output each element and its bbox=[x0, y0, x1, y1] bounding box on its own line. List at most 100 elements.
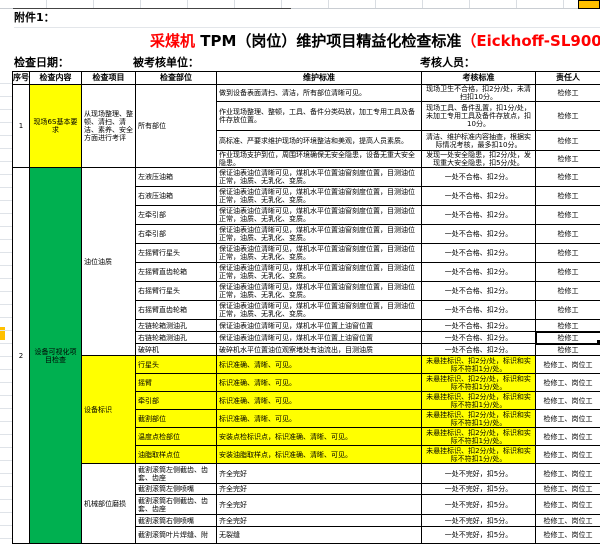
cell-responsible[interactable]: 检修工 bbox=[536, 244, 600, 263]
cell-assessment-standard[interactable]: 未悬挂标识、扣2分/处，标识和实际不符扣1分/处。 bbox=[422, 410, 536, 428]
cell-responsible[interactable]: 检修工、岗位工 bbox=[536, 495, 600, 515]
cell-responsible[interactable]: 检修工 bbox=[536, 85, 600, 102]
cell-check-part[interactable]: 右链轮箱测油孔 bbox=[136, 332, 217, 344]
cell-responsible[interactable]: 检修工 bbox=[536, 151, 600, 168]
cell-responsible[interactable]: 检修工 bbox=[536, 301, 600, 320]
cell-check-content[interactable]: 现场6S基本要求 bbox=[30, 85, 82, 168]
cell-check-part[interactable]: 所有部位 bbox=[136, 85, 217, 168]
cell-check-project[interactable]: 设备标识 bbox=[82, 356, 136, 464]
cell-responsible[interactable]: 检修工 bbox=[536, 282, 600, 301]
cell-check-part[interactable]: 右摇臂直齿轮箱 bbox=[136, 301, 217, 320]
cell-maintenance-standard[interactable]: 齐全完好 bbox=[217, 515, 422, 527]
selected-cell[interactable]: 检修工 bbox=[536, 332, 600, 344]
cell-check-part[interactable]: 牵引部 bbox=[136, 392, 217, 410]
cell-maintenance-standard[interactable]: 无裂缝 bbox=[217, 527, 422, 544]
cell-assessment-standard[interactable]: 未悬挂标识、扣2分/处，标识和实际不符扣1分/处。 bbox=[422, 392, 536, 410]
cell-assessment-standard[interactable]: 一处不合格、扣2分。 bbox=[422, 244, 536, 263]
cell-assessment-standard[interactable]: 一处不合格、扣2分。 bbox=[422, 225, 536, 244]
cell-responsible[interactable]: 检修工、岗位工 bbox=[536, 527, 600, 544]
cell-maintenance-standard[interactable]: 标识准确、清晰、可见。 bbox=[217, 356, 422, 374]
header-check-content[interactable]: 检查内容 bbox=[30, 72, 82, 85]
cell-assessment-standard[interactable]: 一处不合格、扣2分。 bbox=[422, 206, 536, 225]
cell-assessment-standard[interactable]: 一处不完好，扣5分。 bbox=[422, 515, 536, 527]
cell-responsible[interactable]: 检修工、岗位工 bbox=[536, 464, 600, 484]
cell-maintenance-standard[interactable]: 保证油表油位清晰可见，煤机水平位置油窗刻度位置，目测油位正常，油质、无乳化、变质… bbox=[217, 168, 422, 187]
cell-responsible[interactable]: 检修工 bbox=[536, 168, 600, 187]
cell-check-part[interactable]: 左牵引部 bbox=[136, 206, 217, 225]
cell-check-part[interactable]: 右液压油箱 bbox=[136, 187, 217, 206]
cell-check-part[interactable]: 行星头 bbox=[136, 356, 217, 374]
cell-assessment-standard[interactable]: 一处不完好，扣5分。 bbox=[422, 484, 536, 495]
cell-assessment-standard[interactable]: 发现一处安全隐患，扣2分/处，发现重大安全隐患，扣5分/处。 bbox=[422, 151, 536, 168]
cell-check-part[interactable]: 左液压油箱 bbox=[136, 168, 217, 187]
cell-responsible[interactable]: 检修工、岗位工 bbox=[536, 446, 600, 464]
cell-maintenance-standard[interactable]: 安装点检标识点，标识准确、清晰、可见。 bbox=[217, 428, 422, 446]
cell-maintenance-standard[interactable]: 标识准确、清晰、可见。 bbox=[217, 374, 422, 392]
cell-responsible[interactable]: 检修工、岗位工 bbox=[536, 392, 600, 410]
header-check-part[interactable]: 检查部位 bbox=[136, 72, 217, 85]
cell-responsible[interactable]: 检修工 bbox=[536, 263, 600, 282]
cell-responsible[interactable]: 检修工、岗位工 bbox=[536, 410, 600, 428]
cell-maintenance-standard[interactable]: 保证油表油位清晰可见，煤机水平位置上油窗位置 bbox=[217, 332, 422, 344]
cell-maintenance-standard[interactable]: 安装油脂取样点，标识准确、清晰、可见。 bbox=[217, 446, 422, 464]
cell-check-part[interactable]: 左链轮箱测油孔 bbox=[136, 320, 217, 332]
cell-assessment-standard[interactable]: 现场卫生不合格，扣2分/处，未清扫扣10分。 bbox=[422, 85, 536, 102]
cell-assessment-standard[interactable]: 一处不合格、扣2分。 bbox=[422, 320, 536, 332]
cell-maintenance-standard[interactable]: 保证油表油位清晰可见，煤机水平位置上油窗位置 bbox=[217, 320, 422, 332]
cell-maintenance-standard[interactable]: 保证油表油位清晰可见，煤机水平位置油窗刻度位置，目测油位正常，油质、无乳化、变质… bbox=[217, 282, 422, 301]
cell-check-part[interactable]: 截割滚筒右侧截齿、齿套、齿座 bbox=[136, 495, 217, 515]
cell-check-part[interactable]: 温度点检部位 bbox=[136, 428, 217, 446]
header-responsible[interactable]: 责任人 bbox=[536, 72, 600, 85]
cell-assessment-standard[interactable]: 一处不合格、扣2分。 bbox=[422, 332, 536, 344]
cell-check-part[interactable]: 截割滚筒叶片焊缝、附 bbox=[136, 527, 217, 544]
cell-check-part[interactable]: 截割部位 bbox=[136, 410, 217, 428]
header-assessment-standard[interactable]: 考核标准 bbox=[422, 72, 536, 85]
cell-check-part[interactable]: 左摇臂直齿轮箱 bbox=[136, 263, 217, 282]
cell-maintenance-standard[interactable]: 破碎机水平位置油位观察堵处有油流出，目测油质 bbox=[217, 344, 422, 356]
cell-assessment-standard[interactable]: 未悬挂标识、扣2分/处，标识和实际不符扣1分/处。 bbox=[422, 446, 536, 464]
cell-check-part[interactable]: 右摇臂行星头 bbox=[136, 282, 217, 301]
cell-check-part[interactable]: 摇臂 bbox=[136, 374, 217, 392]
cell-assessment-standard[interactable]: 一处不合格、扣2分。 bbox=[422, 301, 536, 320]
cell-check-part[interactable]: 左摇臂行星头 bbox=[136, 244, 217, 263]
cell-check-part[interactable]: 截割滚筒左侧截齿、齿套、齿座 bbox=[136, 464, 217, 484]
cell-check-part[interactable]: 右牵引部 bbox=[136, 225, 217, 244]
cell-check-part[interactable]: 截割滚筒左侧喷嘴 bbox=[136, 484, 217, 495]
cell-assessment-standard[interactable]: 一处不完好，扣5分。 bbox=[422, 464, 536, 484]
cell-assessment-standard[interactable]: 一处不完好，扣5分。 bbox=[422, 495, 536, 515]
cell-maintenance-standard[interactable]: 齐全完好 bbox=[217, 495, 422, 515]
cell-seq-no[interactable]: 2 bbox=[13, 168, 30, 544]
cell-responsible[interactable]: 检修工、岗位工 bbox=[536, 356, 600, 374]
header-maintenance-standard[interactable]: 维护标准 bbox=[217, 72, 422, 85]
cell-responsible[interactable]: 检修工、岗位工 bbox=[536, 515, 600, 527]
cell-responsible[interactable]: 检修工 bbox=[536, 206, 600, 225]
cell-maintenance-standard[interactable]: 作业现场支护到位，周围环境确保无安全隐患，设备无重大安全隐患。 bbox=[217, 151, 422, 168]
cell-maintenance-standard[interactable]: 齐全完好 bbox=[217, 484, 422, 495]
cell-check-project[interactable]: 从现场整理、整顿、清扫、清洁、素养、安全方面进行考评 bbox=[82, 85, 136, 168]
cell-assessment-standard[interactable]: 一处不合格、扣2分。 bbox=[422, 263, 536, 282]
cell-assessment-standard[interactable]: 未悬挂标识、扣2分/处，标识和实际不符扣1分/处。 bbox=[422, 428, 536, 446]
orange-cell-top-right[interactable] bbox=[578, 0, 600, 9]
cell-responsible[interactable]: 检修工 bbox=[536, 131, 600, 151]
cell-maintenance-standard[interactable]: 标识准确、清晰、可见。 bbox=[217, 392, 422, 410]
cell-maintenance-standard[interactable]: 保证油表油位清晰可见，煤机水平位置油窗刻度位置，目测油位正常，油质、无乳化、变质… bbox=[217, 301, 422, 320]
cell-maintenance-standard[interactable]: 做到设备表面清扫、清洁，所有部位清晰可见。 bbox=[217, 85, 422, 102]
cell-responsible[interactable]: 检修工 bbox=[536, 344, 600, 356]
cell-responsible[interactable]: 检修工、岗位工 bbox=[536, 428, 600, 446]
cell-maintenance-standard[interactable]: 保证油表油位清晰可见，煤机水平位置油窗刻度位置，目测油位正常，油质、无乳化、变质… bbox=[217, 225, 422, 244]
cell-assessment-standard[interactable]: 一处不合格、扣2分。 bbox=[422, 187, 536, 206]
header-check-project[interactable]: 检查项目 bbox=[82, 72, 136, 85]
cell-assessment-standard[interactable]: 清洁、维护标准内容抽查，根据实际情况考核，最多扣10分。 bbox=[422, 131, 536, 151]
cell-seq-no[interactable]: 1 bbox=[13, 85, 30, 168]
cell-assessment-standard[interactable]: 一处不合格、扣2分。 bbox=[422, 344, 536, 356]
cell-maintenance-standard[interactable]: 作业现场整理、整顿，工具、备件分类码放，加工专用工具及备件存放位置。 bbox=[217, 102, 422, 131]
cell-check-project[interactable]: 机械部位磨损 bbox=[82, 464, 136, 544]
cell-assessment-standard[interactable]: 未悬挂标识、扣2分/处，标识和实际不符扣1分/处。 bbox=[422, 356, 536, 374]
cell-maintenance-standard[interactable]: 保证油表油位清晰可见，煤机水平位置油窗刻度位置，目测油位正常，油质、无乳化、变质… bbox=[217, 244, 422, 263]
cell-check-part[interactable]: 截割滚筒右侧喷嘴 bbox=[136, 515, 217, 527]
cell-check-project[interactable]: 油位油质 bbox=[82, 168, 136, 356]
cell-assessment-standard[interactable]: 现场工具、备件乱置，扣1分/处，未加工专用工具及备件存放点，扣10分。 bbox=[422, 102, 536, 131]
cell-check-content[interactable]: 设备可视化项目检查 bbox=[30, 168, 82, 544]
cell-assessment-standard[interactable]: 一处不合格、扣2分。 bbox=[422, 168, 536, 187]
cell-responsible[interactable]: 检修工 bbox=[536, 320, 600, 332]
